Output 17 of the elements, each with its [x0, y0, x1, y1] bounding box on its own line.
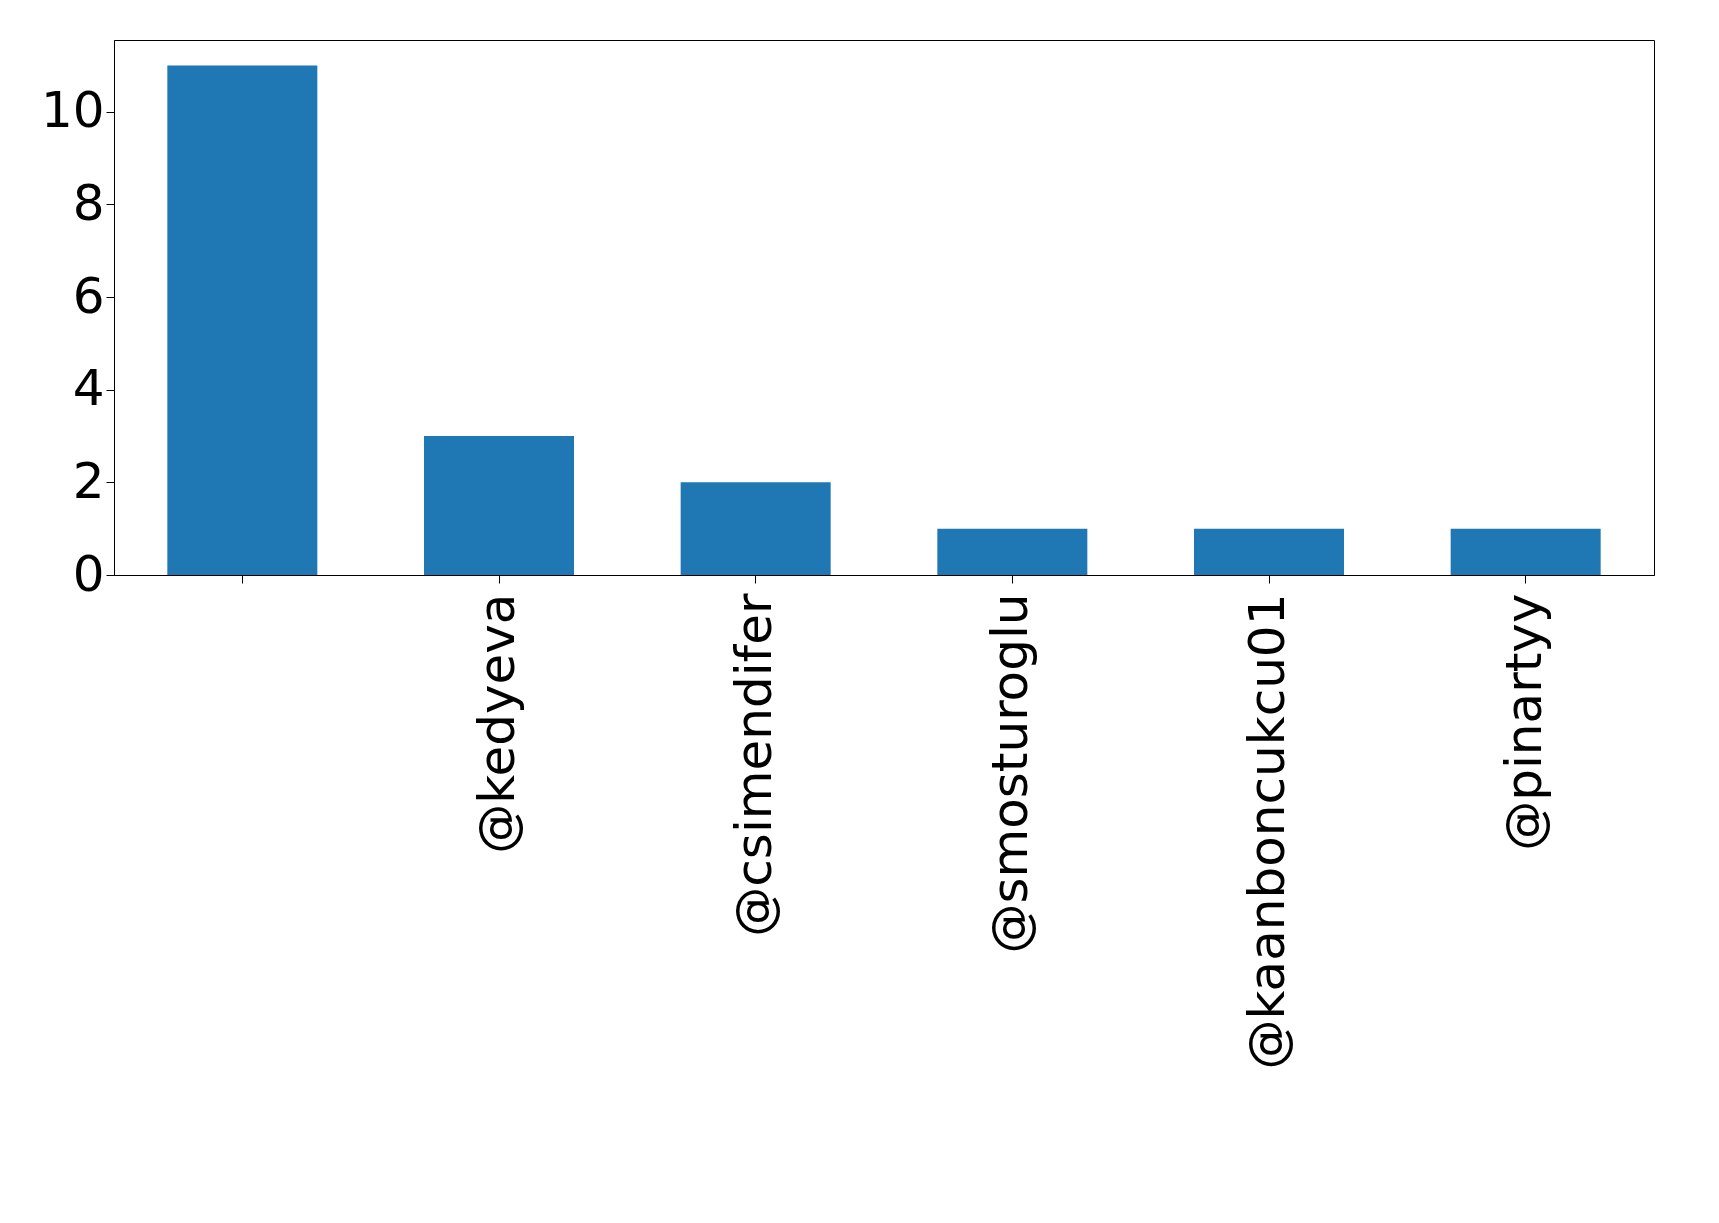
- y-tick-label: 2: [72, 451, 105, 510]
- x-tick-label: @kedyeva: [468, 593, 526, 854]
- bar: [1194, 528, 1344, 575]
- bar: [424, 436, 574, 575]
- x-tick-label: @csimendifer: [724, 593, 783, 937]
- bar: [167, 65, 318, 575]
- bar: [937, 528, 1088, 575]
- x-tick-label: @smosturoglu: [981, 593, 1040, 954]
- y-tick-label: 0: [72, 544, 105, 603]
- bar: [1450, 528, 1601, 575]
- y-tick-label: 6: [72, 266, 105, 325]
- y-tick-label: 10: [40, 81, 105, 140]
- y-tick-label: 4: [72, 359, 105, 418]
- bar: [680, 482, 831, 575]
- y-tick-label: 8: [72, 173, 105, 232]
- x-tick-label: @pinartyy: [1494, 593, 1553, 851]
- x-tick-label: @kaanboncukcu01: [1238, 593, 1296, 1070]
